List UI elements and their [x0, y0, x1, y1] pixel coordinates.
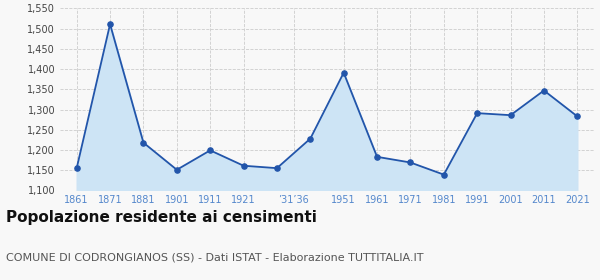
Point	[339, 71, 349, 75]
Point	[372, 155, 382, 159]
Text: Popolazione residente ai censimenti: Popolazione residente ai censimenti	[6, 210, 317, 225]
Point	[539, 88, 549, 93]
Point	[172, 167, 182, 172]
Point	[239, 164, 248, 168]
Point	[205, 148, 215, 153]
Point	[472, 111, 482, 115]
Point	[439, 172, 449, 177]
Text: COMUNE DI CODRONGIANOS (SS) - Dati ISTAT - Elaborazione TUTTITALIA.IT: COMUNE DI CODRONGIANOS (SS) - Dati ISTAT…	[6, 252, 424, 262]
Point	[572, 114, 582, 119]
Point	[139, 141, 148, 145]
Point	[72, 166, 82, 171]
Point	[272, 166, 282, 171]
Point	[406, 160, 415, 165]
Point	[506, 113, 515, 117]
Point	[105, 22, 115, 26]
Point	[305, 136, 315, 141]
